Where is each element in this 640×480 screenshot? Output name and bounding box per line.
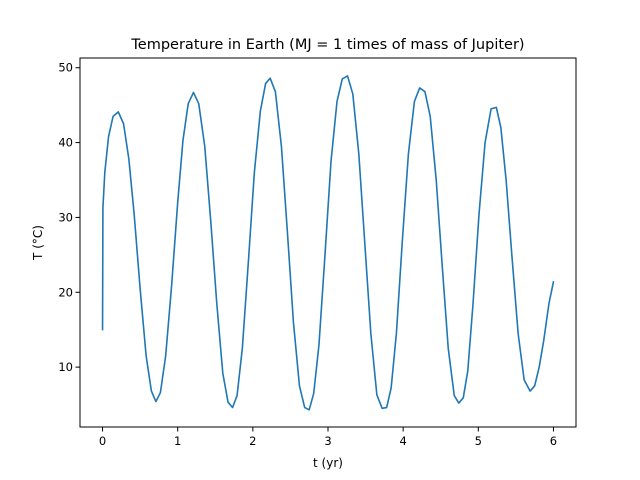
x-tick-label: 6 xyxy=(550,434,557,448)
y-axis: 10 20 30 40 50 xyxy=(58,61,80,374)
x-tick-label: 0 xyxy=(99,434,106,448)
plot-area xyxy=(101,75,555,411)
plot-frame xyxy=(79,57,577,428)
chart-title: Temperature in Earth (MJ = 1 times of ma… xyxy=(130,37,524,53)
x-tick-label: 2 xyxy=(249,434,256,448)
x-axis-label: t (yr) xyxy=(313,456,343,470)
y-tick-label: 50 xyxy=(58,61,73,75)
x-tick-label: 4 xyxy=(399,434,406,448)
y-axis-label: T (°C) xyxy=(31,225,45,261)
x-tick-label: 5 xyxy=(475,434,482,448)
series-line-0 xyxy=(101,75,555,411)
x-tick-label: 1 xyxy=(174,434,181,448)
y-tick-label: 30 xyxy=(58,210,73,224)
y-tick-label: 20 xyxy=(58,285,73,299)
y-tick-label: 10 xyxy=(58,360,73,374)
x-tick-label: 3 xyxy=(324,434,331,448)
y-tick-label: 40 xyxy=(58,136,73,150)
x-axis: 0 1 2 3 4 5 6 xyxy=(99,427,557,448)
